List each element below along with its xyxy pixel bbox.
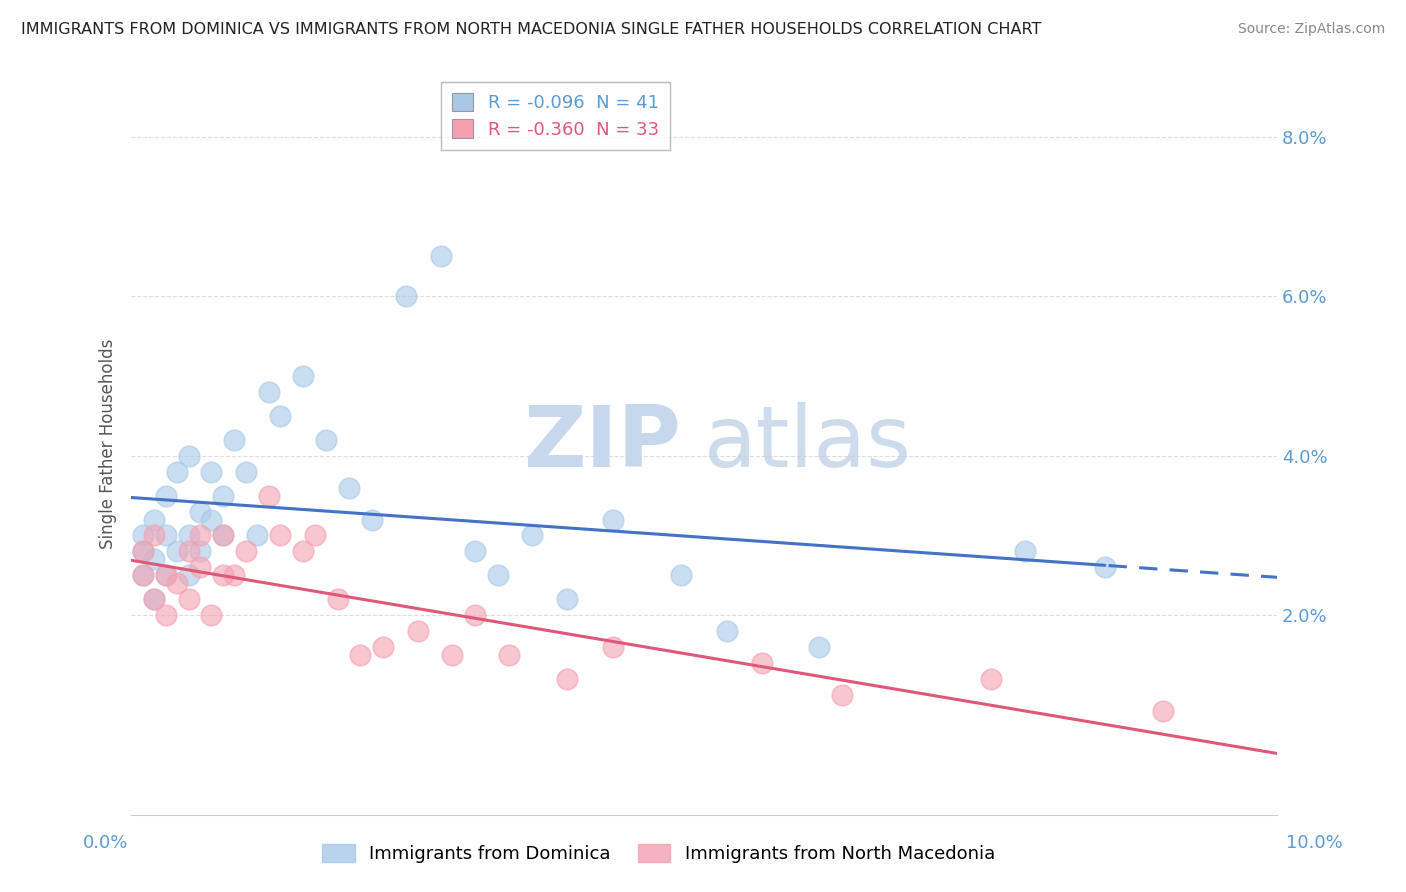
Point (292, 369, 315, 384)
Point (177, 592, 200, 607)
Point (212, 568, 235, 582)
Point (257, 384, 280, 399)
Point (441, 648, 464, 662)
Point (326, 592, 349, 607)
Point (131, 544, 153, 558)
Point (143, 552, 166, 566)
Text: IMMIGRANTS FROM DOMINICA VS IMMIGRANTS FROM NORTH MACEDONIA SINGLE FATHER HOUSEH: IMMIGRANTS FROM DOMINICA VS IMMIGRANTS F… (21, 22, 1042, 37)
Point (522, 528, 544, 542)
Point (269, 528, 291, 542)
Point (177, 568, 200, 582)
Point (131, 528, 153, 542)
Point (177, 528, 200, 542)
Point (315, 433, 337, 447)
Point (246, 528, 269, 542)
Point (373, 640, 395, 654)
Point (235, 544, 257, 558)
Point (751, 656, 773, 670)
Point (429, 249, 451, 263)
Text: 0.0%: 0.0% (83, 834, 128, 852)
Point (716, 624, 738, 639)
Point (361, 512, 384, 526)
Point (143, 528, 166, 542)
Y-axis label: Single Father Households: Single Father Households (100, 339, 117, 549)
Point (177, 544, 200, 558)
Text: ZIP: ZIP (523, 402, 682, 485)
Point (155, 528, 177, 542)
Point (188, 528, 211, 542)
Point (212, 489, 235, 503)
Point (602, 640, 624, 654)
Point (166, 465, 188, 479)
Point (155, 568, 177, 582)
Point (224, 433, 246, 447)
Point (224, 568, 246, 582)
Point (131, 544, 153, 558)
Point (980, 672, 1002, 686)
Point (188, 504, 211, 518)
Point (143, 592, 166, 607)
Point (292, 544, 315, 558)
Point (464, 608, 486, 623)
Point (200, 608, 222, 623)
Text: atlas: atlas (704, 402, 912, 485)
Point (406, 624, 429, 639)
Point (155, 489, 177, 503)
Point (555, 672, 578, 686)
Point (131, 568, 153, 582)
Point (235, 465, 257, 479)
Point (143, 592, 166, 607)
Point (395, 289, 418, 303)
Point (166, 576, 188, 591)
Point (1152, 704, 1174, 718)
Point (304, 528, 326, 542)
Point (831, 688, 853, 702)
Point (1014, 544, 1036, 558)
Point (166, 544, 188, 558)
Point (498, 648, 520, 662)
Point (188, 560, 211, 574)
Text: Source: ZipAtlas.com: Source: ZipAtlas.com (1237, 22, 1385, 37)
Point (1094, 560, 1116, 574)
Point (602, 512, 624, 526)
Point (131, 568, 153, 582)
Legend: R = -0.096  N = 41, R = -0.360  N = 33: R = -0.096 N = 41, R = -0.360 N = 33 (441, 82, 669, 150)
Point (486, 568, 509, 582)
Point (177, 449, 200, 463)
Point (257, 489, 280, 503)
Point (200, 465, 222, 479)
Point (212, 528, 235, 542)
Point (155, 568, 177, 582)
Text: 10.0%: 10.0% (1286, 834, 1343, 852)
Point (212, 528, 235, 542)
Point (349, 648, 371, 662)
Point (188, 544, 211, 558)
Point (671, 568, 693, 582)
Point (807, 640, 830, 654)
Point (464, 544, 486, 558)
Point (337, 481, 360, 495)
Point (155, 608, 177, 623)
Point (269, 409, 291, 423)
Point (143, 512, 166, 526)
Point (555, 592, 578, 607)
Point (200, 512, 222, 526)
